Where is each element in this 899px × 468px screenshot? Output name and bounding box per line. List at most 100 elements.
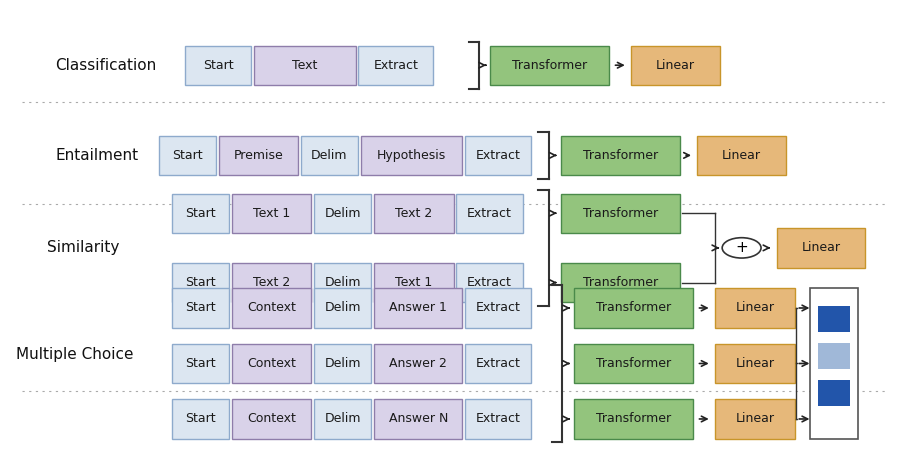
Text: Entailment: Entailment — [55, 148, 138, 163]
FancyBboxPatch shape — [232, 194, 311, 233]
FancyBboxPatch shape — [574, 344, 693, 383]
FancyBboxPatch shape — [358, 45, 433, 85]
Text: Linear: Linear — [735, 357, 774, 370]
Text: Text: Text — [292, 58, 317, 72]
FancyBboxPatch shape — [158, 136, 216, 175]
Text: Premise: Premise — [234, 149, 283, 162]
Text: Delim: Delim — [325, 357, 361, 370]
FancyBboxPatch shape — [631, 45, 719, 85]
Text: Classification: Classification — [55, 58, 156, 73]
FancyBboxPatch shape — [232, 263, 311, 302]
FancyBboxPatch shape — [314, 399, 371, 439]
FancyBboxPatch shape — [232, 344, 311, 383]
FancyBboxPatch shape — [254, 45, 355, 85]
Circle shape — [722, 238, 761, 258]
FancyBboxPatch shape — [185, 45, 252, 85]
FancyBboxPatch shape — [465, 136, 531, 175]
Text: Text 2: Text 2 — [396, 207, 432, 219]
Text: Extract: Extract — [467, 207, 512, 219]
Text: Extract: Extract — [476, 149, 521, 162]
FancyBboxPatch shape — [698, 136, 786, 175]
FancyBboxPatch shape — [314, 288, 371, 328]
FancyBboxPatch shape — [374, 399, 462, 439]
FancyBboxPatch shape — [172, 399, 229, 439]
FancyBboxPatch shape — [314, 263, 371, 302]
Text: Context: Context — [247, 412, 296, 425]
Text: Multiple Choice: Multiple Choice — [16, 347, 133, 362]
Text: Extract: Extract — [373, 58, 418, 72]
Text: Start: Start — [172, 149, 202, 162]
FancyBboxPatch shape — [374, 194, 454, 233]
FancyBboxPatch shape — [490, 45, 610, 85]
FancyBboxPatch shape — [172, 288, 229, 328]
Text: Transformer: Transformer — [583, 276, 658, 289]
Text: Transformer: Transformer — [512, 58, 587, 72]
Text: Transformer: Transformer — [583, 149, 658, 162]
FancyBboxPatch shape — [810, 288, 859, 439]
FancyBboxPatch shape — [560, 194, 680, 233]
Text: Delim: Delim — [325, 276, 361, 289]
FancyBboxPatch shape — [457, 194, 522, 233]
Text: Linear: Linear — [802, 241, 841, 255]
Text: Start: Start — [185, 207, 216, 219]
FancyBboxPatch shape — [777, 228, 866, 268]
Text: Transformer: Transformer — [596, 412, 671, 425]
Text: Start: Start — [185, 301, 216, 314]
Text: Answer N: Answer N — [388, 412, 448, 425]
Text: Answer 1: Answer 1 — [389, 301, 447, 314]
FancyBboxPatch shape — [314, 344, 371, 383]
Text: Extract: Extract — [467, 276, 512, 289]
Text: Linear: Linear — [735, 301, 774, 314]
Text: Delim: Delim — [311, 149, 348, 162]
FancyBboxPatch shape — [818, 343, 850, 369]
Text: Start: Start — [203, 58, 234, 72]
FancyBboxPatch shape — [301, 136, 358, 175]
Text: Transformer: Transformer — [583, 207, 658, 219]
Text: Extract: Extract — [476, 357, 521, 370]
FancyBboxPatch shape — [172, 263, 229, 302]
FancyBboxPatch shape — [457, 263, 522, 302]
Text: Delim: Delim — [325, 207, 361, 219]
Text: +: + — [735, 241, 748, 256]
Text: Start: Start — [185, 412, 216, 425]
FancyBboxPatch shape — [818, 307, 850, 332]
Text: Extract: Extract — [476, 301, 521, 314]
FancyBboxPatch shape — [715, 344, 795, 383]
Text: Linear: Linear — [656, 58, 695, 72]
FancyBboxPatch shape — [818, 380, 850, 406]
FancyBboxPatch shape — [374, 344, 462, 383]
FancyBboxPatch shape — [465, 344, 531, 383]
FancyBboxPatch shape — [715, 399, 795, 439]
Text: Text 1: Text 1 — [396, 276, 432, 289]
Text: Delim: Delim — [325, 301, 361, 314]
Text: Transformer: Transformer — [596, 301, 671, 314]
Text: Hypothesis: Hypothesis — [377, 149, 446, 162]
Text: Linear: Linear — [722, 149, 761, 162]
FancyBboxPatch shape — [314, 194, 371, 233]
FancyBboxPatch shape — [465, 399, 531, 439]
Text: Context: Context — [247, 357, 296, 370]
Text: Text 2: Text 2 — [253, 276, 290, 289]
Text: Delim: Delim — [325, 412, 361, 425]
FancyBboxPatch shape — [560, 263, 680, 302]
FancyBboxPatch shape — [715, 288, 795, 328]
FancyBboxPatch shape — [574, 399, 693, 439]
Text: Transformer: Transformer — [596, 357, 671, 370]
FancyBboxPatch shape — [218, 136, 298, 175]
FancyBboxPatch shape — [374, 263, 454, 302]
FancyBboxPatch shape — [374, 288, 462, 328]
Text: Text 1: Text 1 — [253, 207, 290, 219]
Text: Answer 2: Answer 2 — [389, 357, 447, 370]
Text: Similarity: Similarity — [48, 241, 120, 256]
FancyBboxPatch shape — [465, 288, 531, 328]
FancyBboxPatch shape — [360, 136, 462, 175]
Text: Linear: Linear — [735, 412, 774, 425]
Text: Start: Start — [185, 276, 216, 289]
Text: Extract: Extract — [476, 412, 521, 425]
FancyBboxPatch shape — [172, 344, 229, 383]
FancyBboxPatch shape — [232, 399, 311, 439]
FancyBboxPatch shape — [560, 136, 680, 175]
Text: Start: Start — [185, 357, 216, 370]
FancyBboxPatch shape — [172, 194, 229, 233]
FancyBboxPatch shape — [574, 288, 693, 328]
